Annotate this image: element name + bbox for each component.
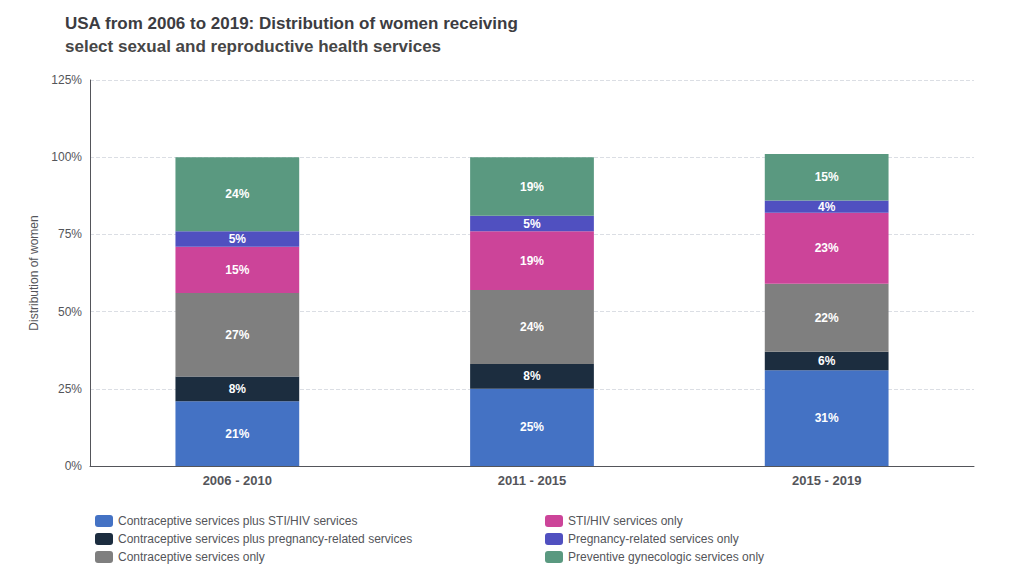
svg-text:27%: 27% (225, 328, 249, 342)
svg-text:Contraceptive services plus pr: Contraceptive services plus pregnancy-re… (118, 532, 412, 546)
svg-text:Contraceptive services only: Contraceptive services only (118, 550, 265, 564)
svg-text:23%: 23% (815, 241, 839, 255)
svg-text:4%: 4% (818, 200, 836, 214)
svg-text:25%: 25% (58, 382, 82, 396)
svg-text:5%: 5% (523, 217, 541, 231)
svg-text:19%: 19% (520, 254, 544, 268)
svg-text:100%: 100% (51, 150, 82, 164)
svg-text:Contraceptive services plus ST: Contraceptive services plus STI/HIV serv… (118, 514, 357, 528)
svg-text:25%: 25% (520, 420, 544, 434)
svg-text:31%: 31% (815, 411, 839, 425)
svg-text:24%: 24% (520, 320, 544, 334)
svg-text:6%: 6% (818, 354, 836, 368)
svg-text:21%: 21% (225, 427, 249, 441)
svg-text:24%: 24% (225, 187, 249, 201)
svg-text:8%: 8% (523, 369, 541, 383)
svg-text:STI/HIV services only: STI/HIV services only (568, 514, 683, 528)
svg-text:select sexual and reproductive: select sexual and reproductive health se… (65, 37, 441, 56)
svg-text:75%: 75% (58, 227, 82, 241)
svg-text:2006 - 2010: 2006 - 2010 (203, 473, 272, 488)
svg-text:Preventive gynecologic service: Preventive gynecologic services only (568, 550, 764, 564)
svg-text:125%: 125% (51, 73, 82, 87)
svg-text:50%: 50% (58, 305, 82, 319)
svg-text:Pregnancy-related services onl: Pregnancy-related services only (568, 532, 739, 546)
svg-text:15%: 15% (225, 263, 249, 277)
svg-text:15%: 15% (815, 170, 839, 184)
svg-text:19%: 19% (520, 180, 544, 194)
svg-text:22%: 22% (815, 311, 839, 325)
svg-text:5%: 5% (229, 232, 247, 246)
svg-text:Distribution of women: Distribution of women (27, 215, 41, 330)
svg-text:2011 - 2015: 2011 - 2015 (498, 473, 567, 488)
svg-text:8%: 8% (229, 382, 247, 396)
svg-text:USA from 2006 to 2019: Distrib: USA from 2006 to 2019: Distribution of w… (65, 14, 518, 33)
svg-text:2015 - 2019: 2015 - 2019 (792, 473, 861, 488)
svg-text:0%: 0% (65, 459, 83, 473)
